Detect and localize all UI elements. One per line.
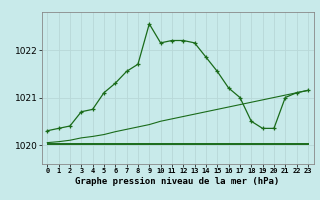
X-axis label: Graphe pression niveau de la mer (hPa): Graphe pression niveau de la mer (hPa) [76, 177, 280, 186]
